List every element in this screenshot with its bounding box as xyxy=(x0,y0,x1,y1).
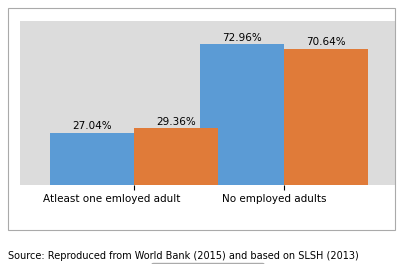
Bar xyxy=(200,44,284,185)
Bar xyxy=(284,49,368,185)
Text: 29.36%: 29.36% xyxy=(156,117,196,127)
Text: 27.04%: 27.04% xyxy=(72,121,112,131)
Text: 72.96%: 72.96% xyxy=(222,33,262,43)
Text: Atleast one emloyed adult: Atleast one emloyed adult xyxy=(43,194,180,204)
Text: No employed adults: No employed adults xyxy=(222,194,326,204)
Text: Source: Reproduced from World Bank (2015) and based on SLSH (2013): Source: Reproduced from World Bank (2015… xyxy=(8,251,359,261)
Text: 70.64%: 70.64% xyxy=(306,37,346,47)
Bar xyxy=(134,128,218,185)
Legend: Urban, Rural: Urban, Rural xyxy=(151,263,264,264)
Bar xyxy=(50,133,134,185)
